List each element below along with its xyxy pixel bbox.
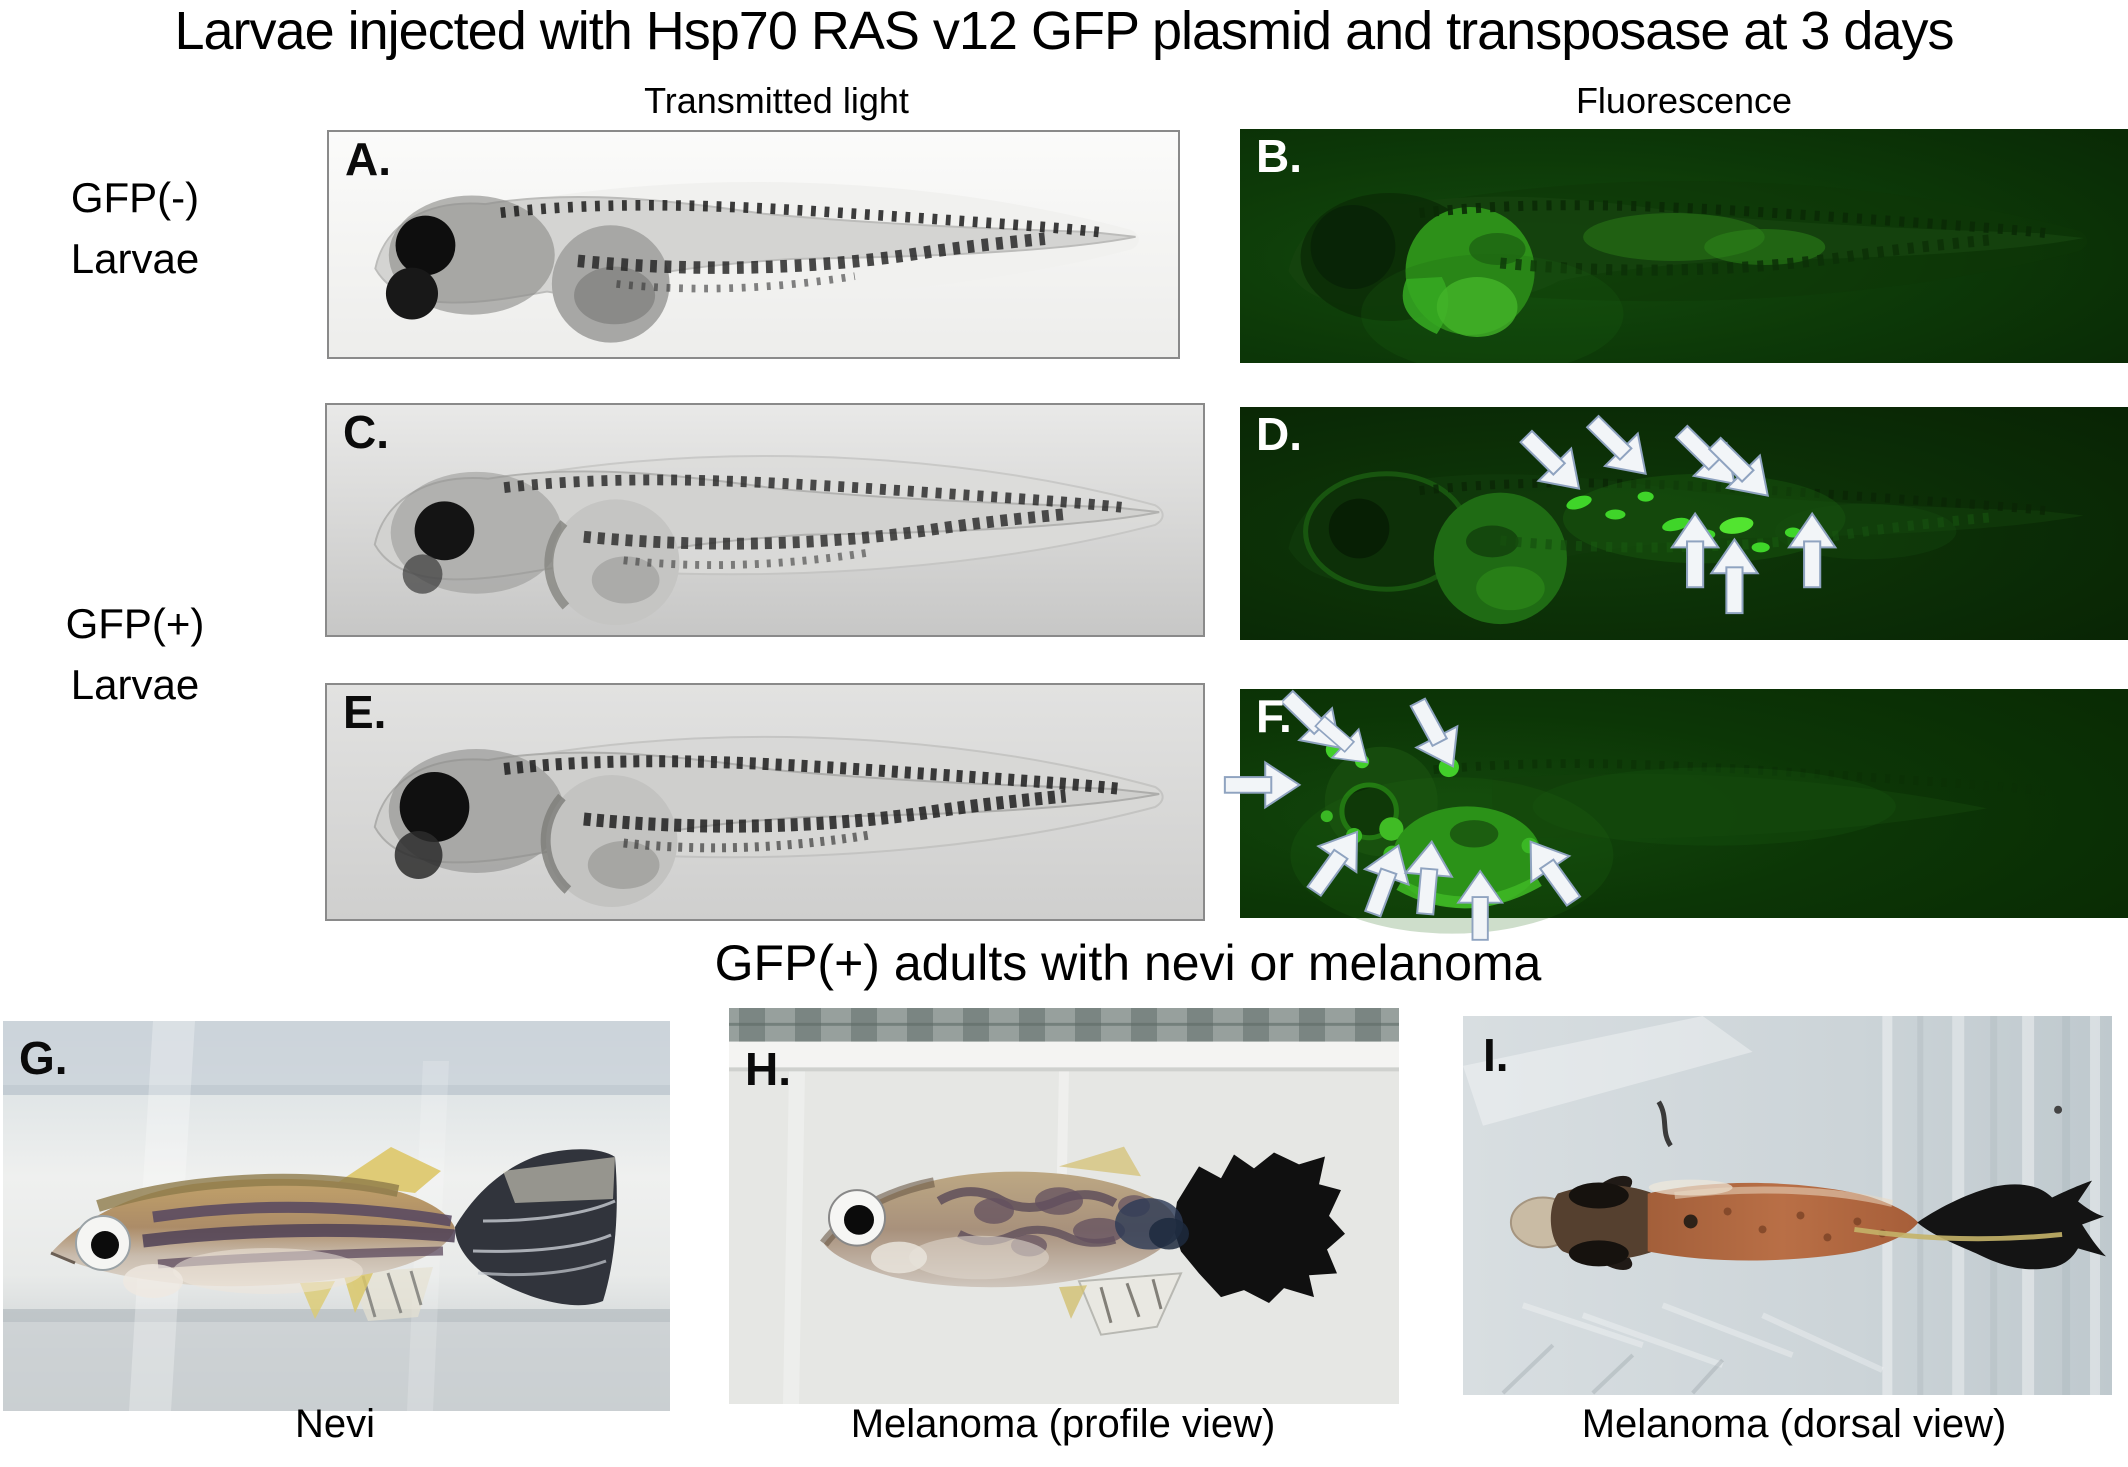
larva-illustration (1288, 407, 2084, 625)
panel-e-transmitted-gfp-positive-larva: E. (325, 683, 1205, 921)
figure-title: Larvae injected with Hsp70 RAS v12 GFP p… (174, 1, 1954, 61)
column-header-fluorescence: Fluorescence (1575, 80, 1793, 121)
panel-b-fluorescence-gfp-negative-larva: B. (1240, 129, 2128, 363)
panel-g-photo-nevi-fish: G. (3, 1021, 670, 1411)
panel-b-label: B. (1256, 130, 1302, 182)
adults-section-heading: GFP(+) adults with nevi or melanoma (714, 935, 1542, 991)
larva-illustration (373, 735, 1164, 907)
melanoma-fish-dorsal-illustration (1509, 1175, 2107, 1271)
panel-d-illustration (1240, 407, 2128, 640)
panel-g-label: G. (19, 1032, 68, 1084)
panel-h-photo-melanoma-profile-fish: H. (729, 1008, 1399, 1404)
caption-melanoma-dorsal: Melanoma (dorsal view) (1581, 1402, 2007, 1446)
panel-h-label: H. (745, 1043, 791, 1095)
panel-a-label: A. (345, 133, 391, 185)
panel-h-illustration (729, 1008, 1399, 1404)
panel-d-label: D. (1256, 408, 1302, 460)
panel-a-illustration (329, 132, 1178, 357)
panel-i-photo-melanoma-dorsal-fish: I. (1463, 1016, 2112, 1395)
row-label-gfp-positive-line1: GFP(+) (65, 600, 205, 647)
larva-illustration (373, 455, 1164, 626)
panel-f-label: F. (1256, 690, 1292, 742)
panel-c-illustration (327, 405, 1203, 635)
panel-c-transmitted-gfp-positive-larva: C. (325, 403, 1205, 637)
panel-g-illustration (3, 1021, 670, 1411)
row-label-gfp-positive-line2: Larvae (70, 660, 200, 708)
row-label-gfp-negative: GFP(-) Larvae (20, 168, 250, 290)
panel-i-illustration (1463, 1016, 2112, 1395)
panel-e-label: E. (343, 686, 387, 738)
melanoma-fish-illustration (820, 1146, 1345, 1336)
panel-i-label: I. (1483, 1029, 1509, 1081)
row-label-gfp-negative-line2: Larvae (70, 234, 200, 282)
caption-nevi: Nevi (294, 1402, 376, 1446)
panel-f-illustration (1223, 679, 2128, 941)
column-header-transmitted-light: Transmitted light (644, 80, 909, 121)
panel-a-transmitted-gfp-negative-larva: A. (327, 130, 1180, 359)
zebrafish-illustration (50, 1147, 617, 1321)
row-label-gfp-positive: GFP(+) Larvae (20, 594, 250, 716)
larva-illustration (1288, 180, 2088, 363)
panel-e-illustration (327, 685, 1203, 919)
row-label-gfp-negative-line1: GFP(-) (70, 174, 200, 221)
larva-illustration (1223, 679, 2045, 941)
larva-illustration (374, 181, 1139, 343)
panel-c-label: C. (343, 406, 389, 458)
panel-f-fluorescence-gfp-positive-larva: F. (1223, 679, 2128, 941)
caption-melanoma-profile: Melanoma (profile view) (850, 1402, 1276, 1446)
panel-d-fluorescence-gfp-positive-larva: D. (1240, 407, 2128, 640)
panel-b-illustration (1240, 129, 2128, 363)
